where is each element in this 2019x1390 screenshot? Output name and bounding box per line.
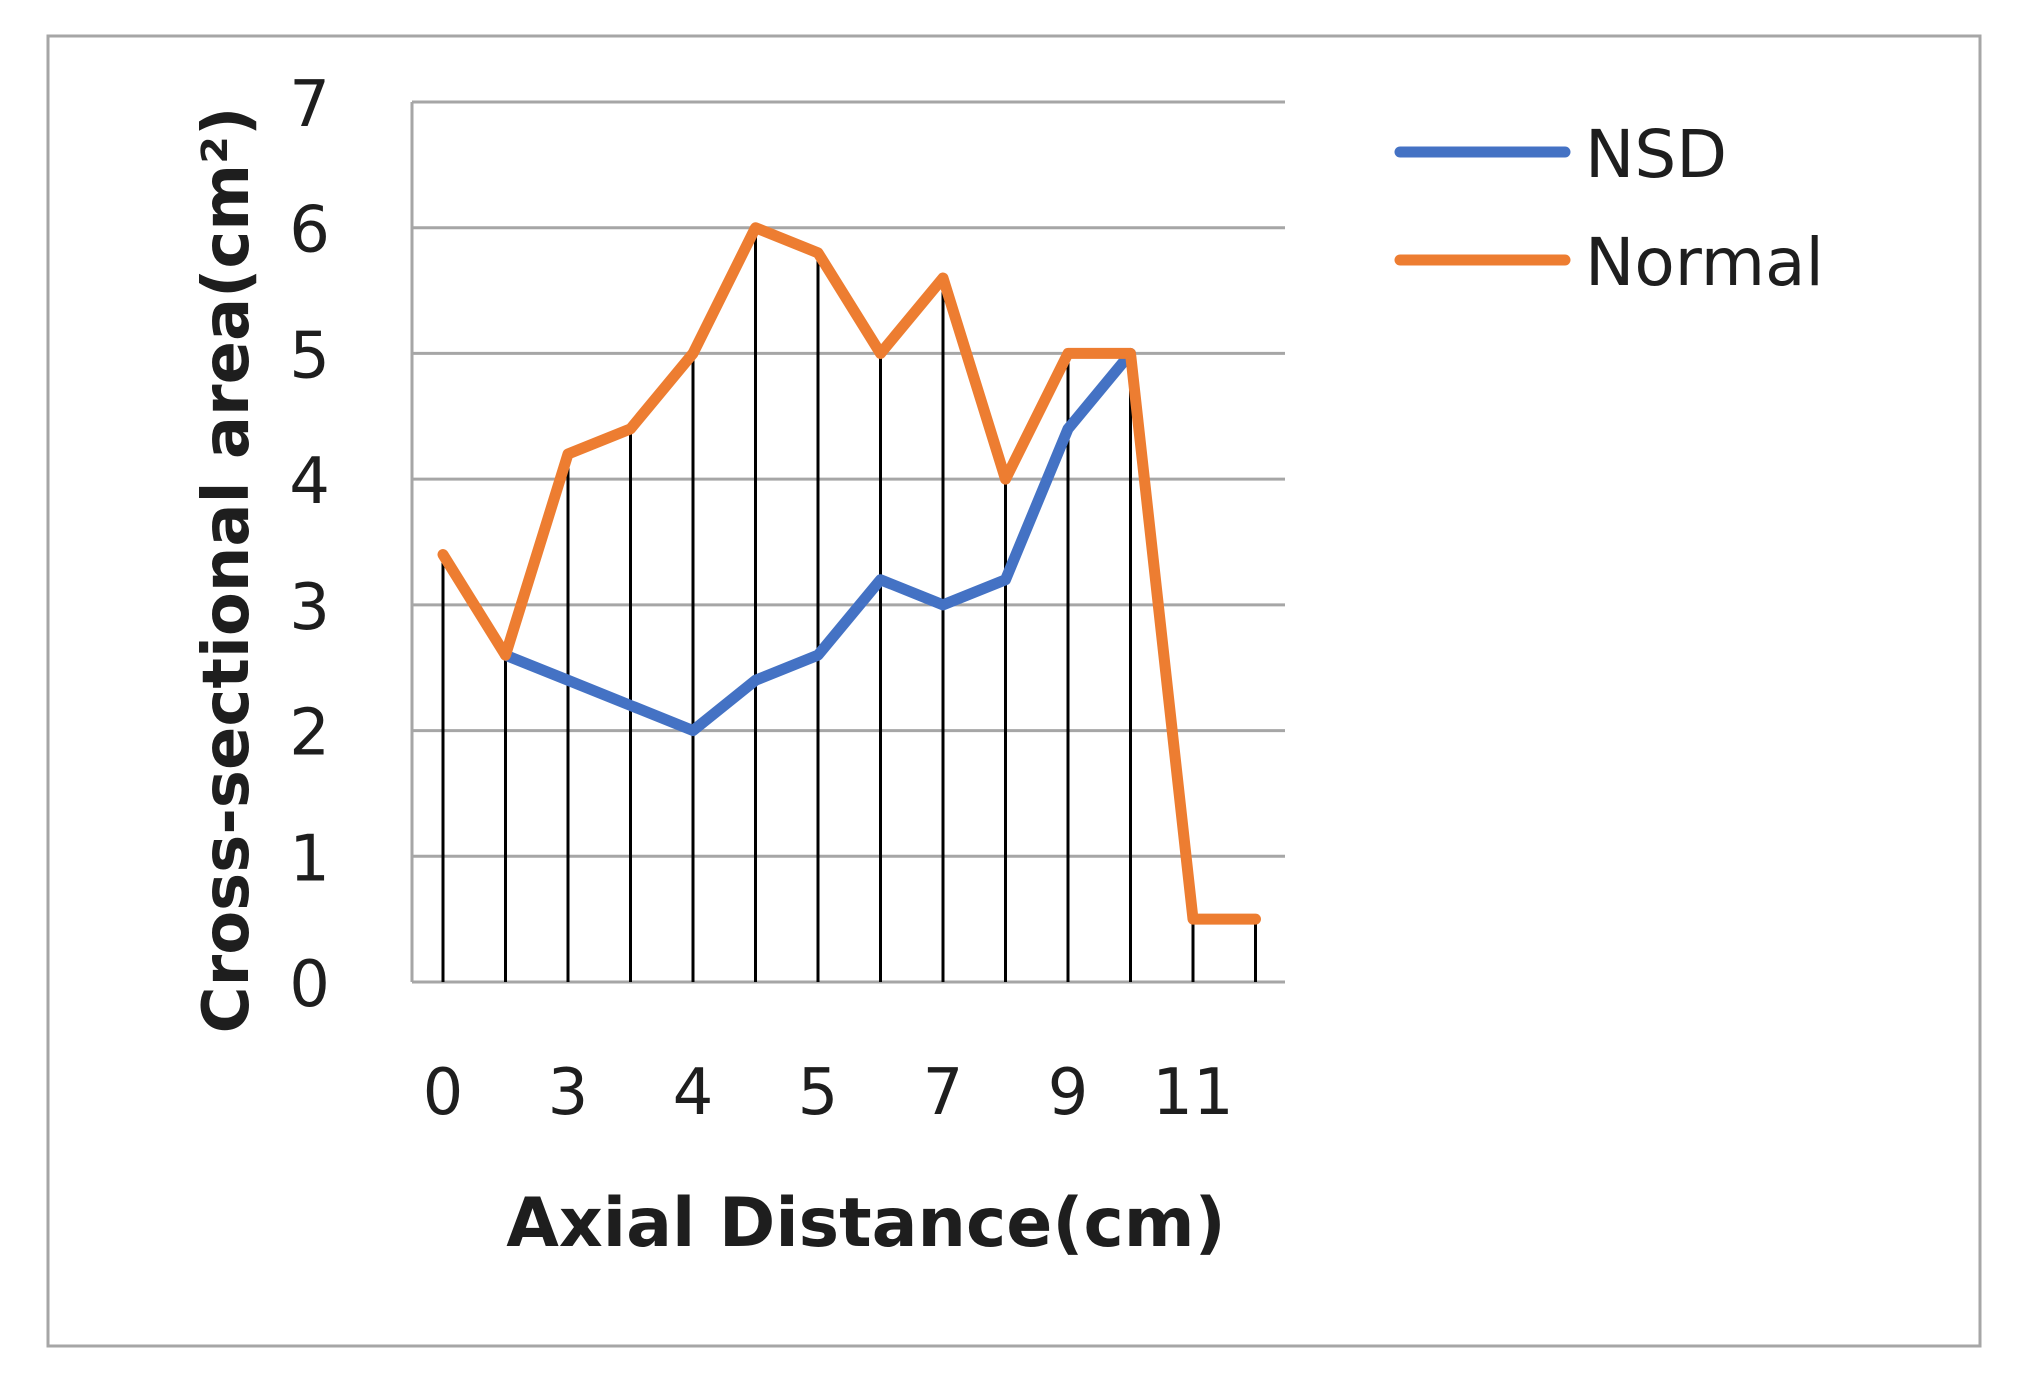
legend-item-normal: Normal <box>1394 224 1824 301</box>
series-lines <box>437 222 1261 925</box>
y-tick-label-7: 7 <box>289 68 330 142</box>
y-axis-ticks: 0 1 2 3 4 5 6 7 <box>289 68 330 1022</box>
drop-lines <box>441 227 1257 982</box>
y-tick-label-5: 5 <box>289 319 330 393</box>
x-tick-label-5: 5 <box>798 1056 839 1130</box>
legend-label-nsd: NSD <box>1585 116 1727 193</box>
x-tick-label-7: 7 <box>923 1056 964 1130</box>
y-tick-label-6: 6 <box>289 194 330 268</box>
y-tick-label-0: 0 <box>289 948 330 1022</box>
y-axis-title: Cross-sectional area(cm²) <box>190 107 264 1034</box>
chart-border <box>46 34 1982 1348</box>
gridlines <box>410 100 1285 984</box>
x-tick-label-9: 9 <box>1048 1056 1089 1130</box>
y-tick-label-4: 4 <box>289 445 330 519</box>
x-axis-ticks: 0 3 4 5 7 9 11 <box>423 1056 1234 1130</box>
legend-label-normal: Normal <box>1585 224 1824 301</box>
legend-item-nsd: NSD <box>1394 116 1727 193</box>
x-tick-label-4: 4 <box>673 1056 714 1130</box>
legend: NSD Normal <box>1394 116 1824 301</box>
y-tick-label-3: 3 <box>289 571 330 645</box>
y-tick-label-1: 1 <box>289 822 330 896</box>
x-tick-label-3: 3 <box>548 1056 589 1130</box>
x-tick-label-0: 0 <box>423 1056 464 1130</box>
x-axis-title: Axial Distance(cm) <box>506 1184 1225 1263</box>
y-tick-label-2: 2 <box>289 697 330 771</box>
x-tick-label-11: 11 <box>1152 1056 1233 1130</box>
series-line-normal <box>437 222 1261 925</box>
